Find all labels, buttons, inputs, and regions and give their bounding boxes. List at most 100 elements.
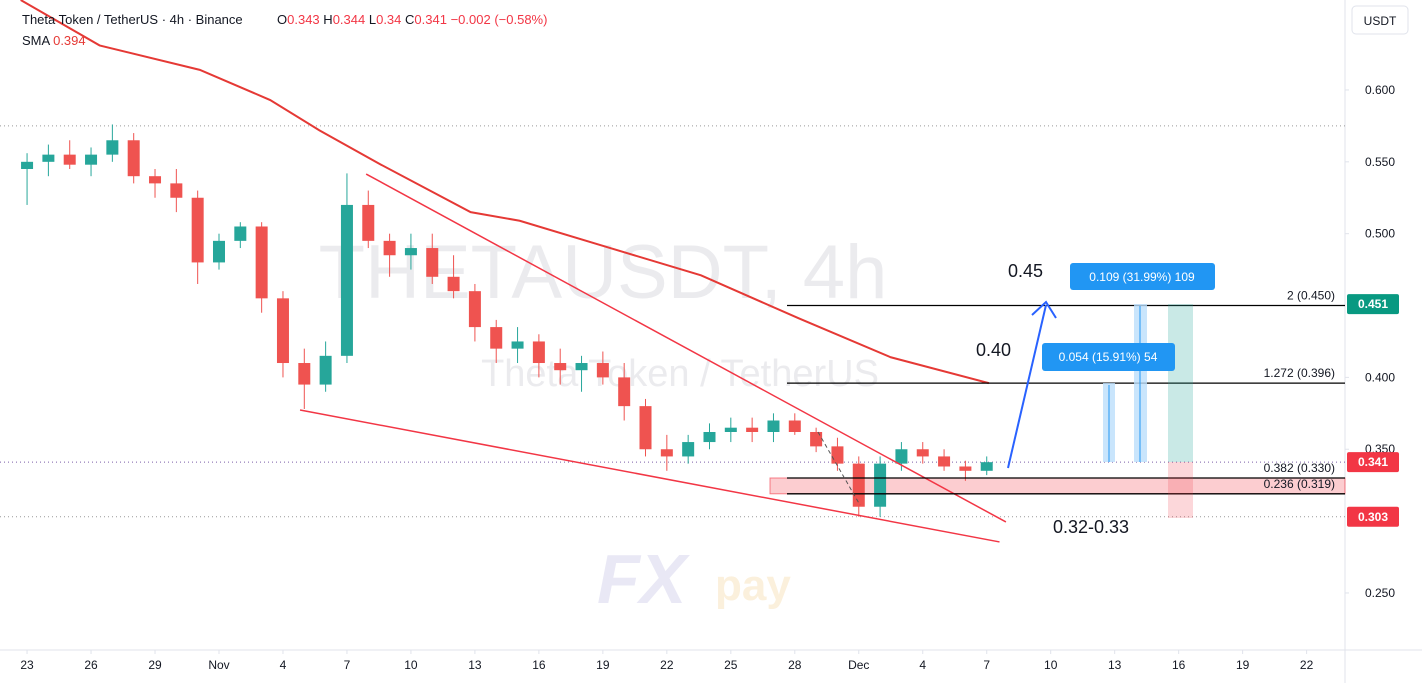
candle-body bbox=[276, 298, 289, 364]
candle-body bbox=[703, 432, 716, 443]
price-label-bg bbox=[1347, 294, 1399, 315]
candle-body bbox=[810, 432, 823, 447]
candle-body bbox=[447, 276, 460, 292]
trendline bbox=[299, 409, 1000, 543]
watermark: Theta Token / TetherUS bbox=[481, 353, 879, 395]
candle-body bbox=[340, 204, 353, 356]
candle-body bbox=[106, 140, 119, 155]
candle-body bbox=[554, 363, 567, 371]
measure-label: 0.109 (31.99%) 109 bbox=[1089, 270, 1195, 284]
candle-body bbox=[234, 226, 247, 241]
arrow-head bbox=[1031, 300, 1057, 319]
candle-body bbox=[21, 161, 34, 170]
annotation: 0.32-0.33 bbox=[1053, 517, 1129, 537]
x-tick-label: 29 bbox=[148, 658, 162, 672]
x-tick-label: 23 bbox=[20, 658, 34, 672]
x-tick-label: 25 bbox=[724, 658, 738, 672]
candle-body bbox=[916, 449, 929, 457]
candle-body bbox=[127, 140, 140, 177]
candle-body bbox=[319, 355, 332, 385]
sma-line bbox=[20, 0, 990, 385]
candle-body bbox=[660, 449, 673, 457]
candle-body bbox=[596, 363, 609, 378]
candle-body bbox=[874, 463, 887, 507]
candle-body bbox=[63, 154, 76, 165]
x-tick-label: 26 bbox=[84, 658, 98, 672]
candle-body bbox=[575, 363, 588, 371]
candle-body bbox=[788, 420, 801, 432]
price-label: 0.303 bbox=[1358, 510, 1388, 524]
y-tick-label: 0.600 bbox=[1365, 83, 1395, 97]
arrow bbox=[1007, 304, 1047, 469]
candle-body bbox=[618, 377, 631, 407]
candle-body bbox=[682, 442, 695, 457]
logo: FX bbox=[597, 540, 691, 618]
candle-body bbox=[532, 341, 545, 364]
annotation: 0.45 bbox=[1008, 261, 1043, 281]
fib-label: 0.236 (0.319) bbox=[1264, 477, 1335, 491]
candle-body bbox=[767, 420, 780, 432]
candle-body bbox=[298, 363, 311, 385]
x-tick-label: 16 bbox=[1172, 658, 1186, 672]
candle-body bbox=[383, 240, 396, 256]
x-tick-label: 13 bbox=[1108, 658, 1122, 672]
candle-body bbox=[938, 456, 951, 467]
x-tick-label: 10 bbox=[404, 658, 418, 672]
x-tick-label: 22 bbox=[660, 658, 674, 672]
candle-body bbox=[639, 406, 652, 450]
candle-body bbox=[255, 226, 268, 299]
x-tick-label: 22 bbox=[1300, 658, 1314, 672]
x-tick-label: 10 bbox=[1044, 658, 1058, 672]
candle-body bbox=[468, 291, 481, 328]
candle-body bbox=[85, 154, 98, 165]
x-tick-label: Dec bbox=[848, 658, 869, 672]
plot: 2 (0.450) 1.272 (0.396) 0.382 (0.330) 0.236… bbox=[0, 0, 1346, 543]
fib-label: 2 (0.450) bbox=[1287, 289, 1335, 303]
change: −0.002 (−0.58%) bbox=[451, 12, 548, 27]
y-tick-label: 0.250 bbox=[1365, 586, 1395, 600]
ohlc-key: O bbox=[277, 12, 287, 27]
x-tick-label: Nov bbox=[208, 658, 229, 672]
currency[interactable]: USDT bbox=[1364, 14, 1397, 28]
measure-box bbox=[1070, 263, 1215, 290]
candle-body bbox=[362, 204, 375, 241]
x-tick-label: 13 bbox=[468, 658, 482, 672]
candle-body bbox=[831, 446, 844, 464]
measure-label: 0.054 (15.91%) 54 bbox=[1059, 350, 1158, 364]
y-tick-label: 0.500 bbox=[1365, 227, 1395, 241]
candle-body bbox=[149, 176, 162, 184]
candle-body bbox=[42, 154, 55, 162]
annotation: 0.40 bbox=[976, 340, 1011, 360]
price-label: 0.451 bbox=[1358, 297, 1388, 311]
ohlc-value: 0.343 bbox=[287, 12, 320, 27]
x-tick-label: 4 bbox=[919, 658, 926, 672]
legend: SMA 0.394 bbox=[22, 33, 86, 48]
fib-label: 0.382 (0.330) bbox=[1264, 461, 1335, 475]
stop-zone bbox=[1168, 462, 1193, 518]
y-tick-label: 0.400 bbox=[1365, 370, 1395, 384]
ohlc-value: 0.341 bbox=[414, 12, 447, 27]
currency-button[interactable] bbox=[1351, 5, 1409, 35]
x-tick-label: 16 bbox=[532, 658, 546, 672]
x-tick-label: 7 bbox=[983, 658, 990, 672]
candle-body bbox=[980, 462, 993, 471]
watermark: THETAUSDT, 4h bbox=[319, 230, 888, 315]
x-tick-label: 7 bbox=[344, 658, 351, 672]
ohlc-value: 0.344 bbox=[333, 12, 366, 27]
candle-body bbox=[170, 183, 183, 198]
trendline bbox=[365, 173, 1007, 523]
candle-body bbox=[746, 427, 759, 432]
symbol-title: Theta Token / TetherUS · 4h · Binance bbox=[22, 12, 243, 27]
ohlc-key: L bbox=[369, 12, 376, 27]
candle-body bbox=[895, 449, 908, 464]
candle-body bbox=[426, 248, 439, 277]
x-tick-label: 19 bbox=[596, 658, 610, 672]
x-tick-label: 19 bbox=[1236, 658, 1250, 672]
x-tick-label: 28 bbox=[788, 658, 802, 672]
ohlc-key: H bbox=[323, 12, 332, 27]
connector bbox=[817, 431, 861, 506]
legend-name: SMA bbox=[22, 33, 51, 48]
ohlc-value: 0.34 bbox=[376, 12, 401, 27]
